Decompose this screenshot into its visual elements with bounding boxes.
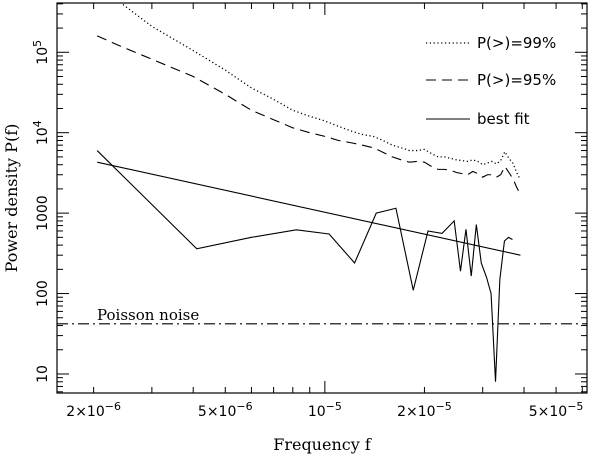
legend: P(>)=99% P(>)=95% best fit (426, 34, 556, 128)
y-tick-label: 10 (35, 365, 51, 383)
x-tick-label: 10−5 (308, 400, 342, 420)
series-line-p-95 (96, 35, 521, 195)
series-line-best-fit (97, 161, 521, 256)
y-axis-label: Power density P(f) (2, 124, 21, 273)
y-tick-label: 1000 (35, 195, 51, 231)
x-axis-label: Frequency f (273, 435, 372, 454)
axis-ticks: 2×10−6 5×10−6 10−5 2×10−5 5×10−5 10 100 1000 104… (31, 3, 587, 420)
x-tick-label: 5×10−5 (529, 400, 584, 420)
poisson-noise-annotation: Poisson noise (97, 306, 199, 324)
series-line-p-99 (119, 3, 521, 181)
x-tick-label: 5×10−6 (198, 400, 253, 420)
y-tick-label: 104 (31, 120, 51, 145)
y-tick-label: 105 (31, 40, 51, 65)
x-tick-label: 2×10−5 (397, 400, 452, 420)
y-tick-label: 100 (35, 280, 51, 307)
series-line-data (96, 150, 513, 382)
legend-label-99: P(>)=99% (477, 34, 556, 52)
x-tick-label: 2×10−6 (66, 400, 121, 420)
legend-label-95: P(>)=95% (477, 71, 556, 89)
plot-frame (56, 2, 588, 394)
series-lines (57, 3, 587, 382)
legend-label-fit: best fit (477, 110, 530, 128)
